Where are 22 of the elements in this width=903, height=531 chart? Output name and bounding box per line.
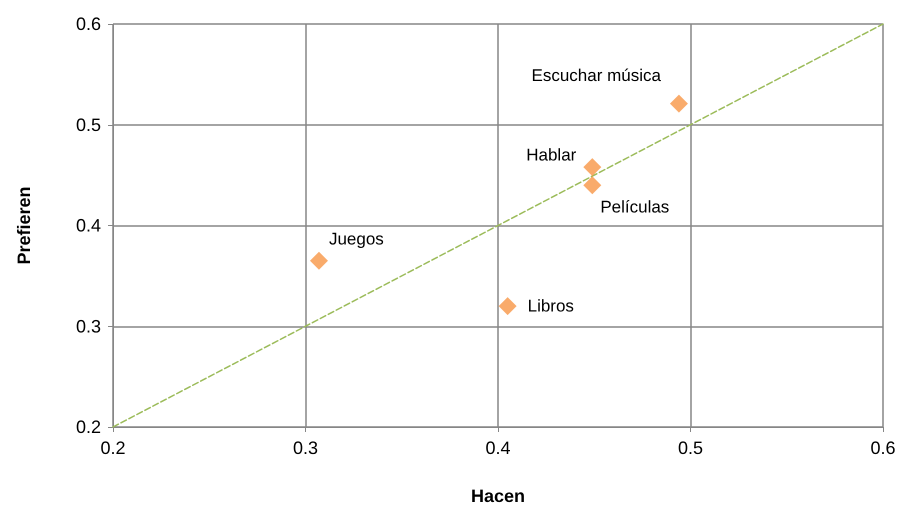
y-tick-label: 0.3 [76,316,101,336]
point [583,176,602,194]
y-tick-label: 0.5 [76,114,101,135]
x-tick-label: 0.5 [678,438,704,458]
annotation: Escuchar música [532,66,662,86]
x-tick-label: 0.3 [292,438,318,458]
x-tick-label: 0.6 [870,438,896,458]
point [498,297,517,316]
x-tick-label: 0.2 [100,438,126,458]
y-tick-label: 0.2 [76,417,101,437]
point [583,158,602,176]
y-tick-label: 0.6 [76,14,101,34]
y-tick-label: 0.4 [76,216,101,236]
annotation: Juegos [328,229,384,248]
x-tick-label: 0.4 [485,438,511,458]
annotation: Hablar [526,146,577,165]
point [670,94,688,113]
y-axis-title: Prefieren [14,186,34,265]
point [310,252,328,270]
annotation: Películas [600,198,670,217]
x-axis-title: Hacen [470,486,526,506]
annotation: Libros [528,296,574,316]
